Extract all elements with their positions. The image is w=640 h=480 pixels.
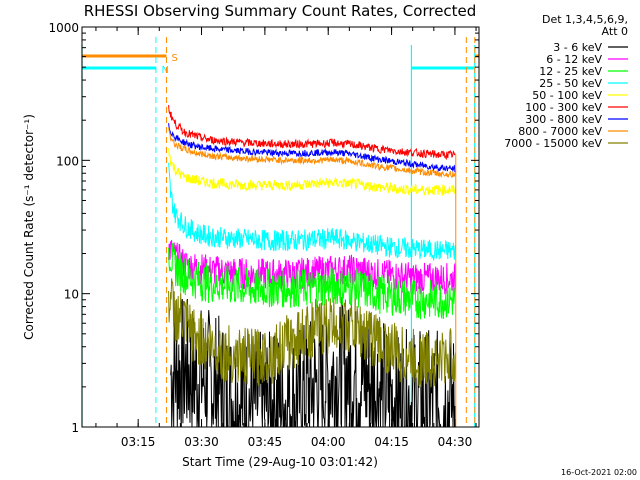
footer-date: 16-Oct-2021 02:00 (561, 468, 637, 477)
x-axis: 03:15 03:30 03:45 04:00 04:15 04:30 (95, 27, 477, 449)
y-tick-label-1: 10 (64, 288, 79, 302)
legend-header-1: Att 0 (602, 25, 628, 38)
x-axis-label: Start Time (29-Aug-10 03:01:42) (182, 455, 378, 469)
series-line-8 (168, 278, 456, 388)
y-axis-label: Corrected Count Rate (s⁻¹ detector⁻¹) (22, 114, 36, 340)
legend-label-0: 3 - 6 keV (553, 41, 602, 54)
x-tick-label-4: 04:15 (374, 435, 409, 449)
legend-label-2: 12 - 25 keV (539, 65, 602, 78)
legend-header-0: Det 1,3,4,5,6,9, (542, 13, 628, 26)
series-line-6 (168, 123, 456, 173)
flag-label-s: S (171, 53, 177, 64)
y-tick-label-2: 100 (56, 154, 79, 168)
flag-label-n: N (161, 65, 168, 76)
series-line-4 (168, 148, 456, 197)
series-line-7 (168, 128, 456, 179)
x-tick-label-1: 03:30 (184, 435, 219, 449)
legend-label-7: 800 - 7000 keV (518, 125, 602, 138)
y-axis: 1 10 100 1000 (48, 21, 479, 435)
x-tick-label-2: 03:45 (248, 435, 283, 449)
y-tick-label-0: 1 (71, 421, 79, 435)
plot-frame (81, 26, 480, 428)
y-tick-label-3: 1000 (48, 21, 79, 35)
legend-label-8: 7000 - 15000 keV (504, 137, 602, 150)
legend-label-6: 300 - 800 keV (525, 113, 602, 126)
series-line-3 (168, 162, 456, 261)
x-tick-label-5: 04:30 (438, 435, 473, 449)
series-line-5 (168, 105, 456, 161)
series-line-1 (168, 240, 456, 295)
x-tick-label-3: 04:00 (311, 435, 346, 449)
series-line-2 (168, 242, 456, 320)
legend-label-5: 100 - 300 keV (525, 101, 602, 114)
series-line-0 (170, 298, 456, 428)
x-tick-label-0: 03:15 (121, 435, 156, 449)
legend-label-1: 6 - 12 keV (546, 53, 602, 66)
plot-area: SN (81, 37, 479, 428)
chart-title: RHESSI Observing Summary Count Rates, Co… (84, 2, 477, 20)
legend-label-3: 25 - 50 keV (539, 77, 602, 90)
legend-label-4: 50 - 100 keV (532, 89, 602, 102)
